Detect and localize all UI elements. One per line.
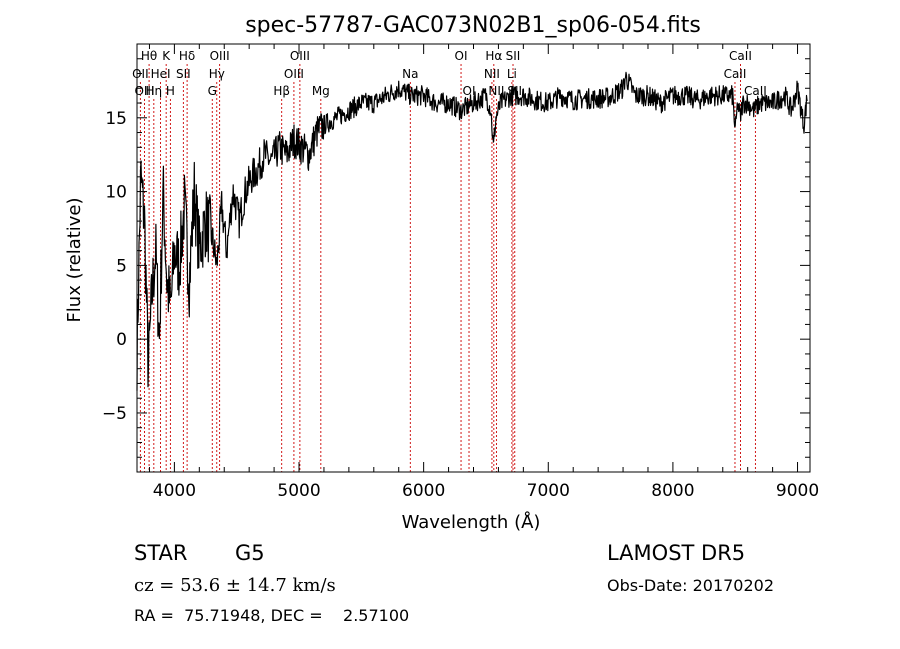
x-tick-label: 7000	[527, 481, 570, 501]
line-marker-label: CaII	[744, 84, 767, 98]
x-tick-label: 5000	[277, 481, 320, 501]
line-marker-label: Hα	[485, 49, 502, 63]
line-marker-label: Na	[402, 67, 418, 81]
y-axis-label: Flux (relative)	[64, 197, 85, 322]
x-axis-label: Wavelength (Å)	[402, 511, 541, 533]
line-marker-label: K	[162, 49, 171, 63]
line-marker-label: Hη	[146, 84, 163, 98]
line-marker-label: HeI	[151, 67, 171, 81]
line-marker-label: G	[208, 84, 217, 98]
line-marker-label: OIII	[290, 49, 310, 63]
x-tick-label: 8000	[651, 481, 694, 501]
line-marker-label: OI	[455, 49, 468, 63]
line-marker-label: OIII	[210, 49, 230, 63]
line-marker-label: H	[166, 84, 175, 98]
line-marker-label: Hβ	[273, 84, 290, 98]
line-marker-label: OIII	[284, 67, 304, 81]
line-marker-label: OIII	[134, 84, 154, 98]
line-marker-label: NII	[484, 67, 500, 81]
y-tick-label: 0	[116, 330, 127, 350]
chart-title: spec-57787-GAC073N02B1_sp06-054.fits	[245, 13, 701, 38]
line-marker-label: Hγ	[209, 67, 225, 81]
plot-frame	[136, 43, 811, 473]
x-tick-label: 6000	[402, 481, 445, 501]
survey-name: LAMOST DR5	[607, 541, 745, 565]
ra-dec: RA = 75.71948, DEC = 2.57100	[134, 606, 409, 625]
line-marker-label: SII	[176, 67, 191, 81]
obs-date: Obs-Date: 20170202	[607, 576, 774, 595]
line-marker-label: SII	[506, 49, 521, 63]
line-markers	[139, 64, 756, 472]
object-subclass: G5	[235, 541, 265, 565]
y-tick-label: 15	[105, 109, 127, 129]
y-tick-label: 10	[105, 183, 127, 203]
x-tick-label: 4000	[153, 481, 196, 501]
line-marker-label: Hδ	[179, 49, 195, 63]
line-marker-label: OI	[463, 84, 476, 98]
redshift-cz: cz = 53.6 ± 14.7 km/s	[134, 575, 336, 596]
y-ticks: −5 0 5 10 15	[102, 58, 810, 458]
line-marker-label: Mg	[312, 84, 330, 98]
y-tick-label: 5	[116, 256, 127, 276]
line-marker-label: Hθ	[141, 49, 157, 63]
y-tick-label: −5	[102, 404, 127, 424]
x-tick-label: 9000	[776, 481, 819, 501]
line-marker-label: Li	[507, 67, 517, 81]
line-marker-label: CaII	[724, 67, 747, 81]
object-class: STAR	[134, 541, 187, 565]
x-ticks: 4000 5000 6000 7000 8000 9000	[148, 44, 819, 501]
spectrum-series	[136, 71, 808, 391]
line-marker-label: CaII	[729, 49, 752, 63]
